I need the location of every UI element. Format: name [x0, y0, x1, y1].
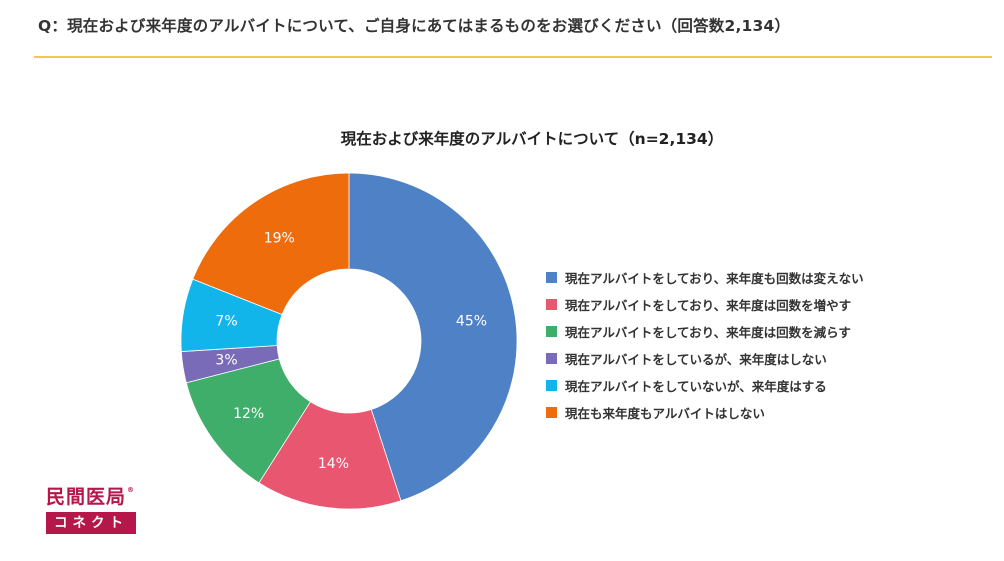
legend-label: 現在アルバイトをしており、来年度も回数は変えない [565, 271, 864, 286]
question-text: Q：現在および来年度のアルバイトについて、ご自身にあてはまるものをお選びください… [38, 17, 791, 35]
legend-item-6: 現在も来年度もアルバイトはしない [546, 399, 864, 426]
legend-label: 現在アルバイトをしているが、来年度はしない [565, 352, 827, 367]
legend-item-1: 現在アルバイトをしており、来年度も回数は変えない [546, 264, 864, 291]
logo-bottom-text: コネクト [46, 512, 136, 534]
slice-value-label-2: 14% [318, 456, 349, 472]
legend-item-4: 現在アルバイトをしているが、来年度はしない [546, 345, 864, 372]
donut-slices [180, 172, 518, 510]
slice-value-label-6: 19% [264, 230, 295, 246]
legend-swatch [546, 407, 557, 418]
legend-label: 現在アルバイトをしており、来年度は回数を増やす [565, 298, 852, 313]
donut-chart: 45% 14% 12% 3% 7% 19% [180, 172, 518, 510]
legend-label: 現在も来年度もアルバイトはしない [565, 406, 765, 421]
legend-swatch [546, 272, 557, 283]
legend-item-2: 現在アルバイトをしており、来年度は回数を増やす [546, 291, 864, 318]
legend-item-5: 現在アルバイトをしていないが、来年度はする [546, 372, 864, 399]
header-divider [34, 56, 992, 58]
donut-slice-1 [348, 172, 518, 502]
donut-slice-2 [258, 401, 402, 510]
chart-title: 現在および来年度のアルバイトについて（n=2,134） [340, 130, 724, 148]
logo-top-text: 民間医局 [46, 486, 127, 508]
legend-swatch [546, 380, 557, 391]
legend-label: 現在アルバイトをしており、来年度は回数を減らす [565, 325, 851, 340]
slice-value-label-1: 45% [456, 314, 487, 330]
donut-value-labels: 45% 14% 12% 3% 7% 19% [215, 230, 487, 472]
brand-logo: 民間医局 ® コネクト [46, 486, 144, 534]
logo-registered-mark: ® [127, 486, 136, 494]
slice-value-label-5: 7% [215, 314, 237, 330]
legend-swatch [546, 299, 557, 310]
chart-legend: 現在アルバイトをしており、来年度も回数は変えない 現在アルバイトをしており、来年度… [546, 264, 864, 426]
donut-slice-6 [192, 172, 350, 316]
legend-label: 現在アルバイトをしていないが、来年度はする [565, 379, 827, 394]
slice-value-label-4: 3% [215, 352, 237, 368]
legend-item-3: 現在アルバイトをしており、来年度は回数を減らす [546, 318, 864, 345]
legend-swatch [546, 353, 557, 364]
legend-swatch [546, 326, 557, 337]
slice-value-label-3: 12% [233, 406, 264, 422]
